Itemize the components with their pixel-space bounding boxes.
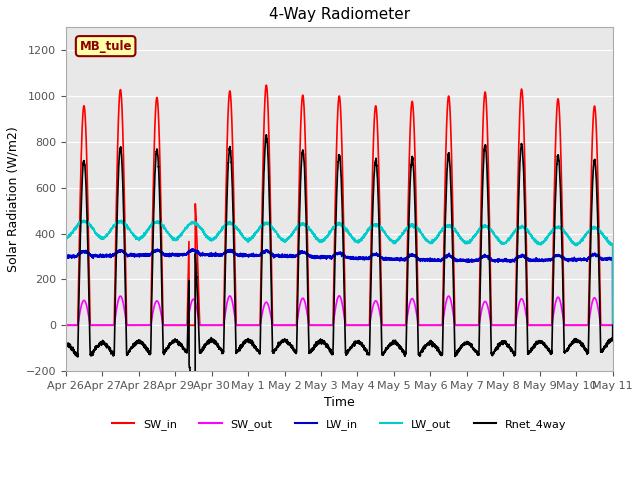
LW_out (608, 242, 616, 248)
LW_in (462, 257, 470, 263)
LW_in (493, 258, 500, 264)
SW_in (62, 323, 70, 328)
Line: SW_in: SW_in (66, 85, 612, 325)
SW_out (462, 323, 470, 328)
Legend: SW_in, SW_out, LW_in, LW_out, Rnet_4way: SW_in, SW_out, LW_in, LW_out, Rnet_4way (108, 415, 571, 434)
LW_out (62, 236, 70, 242)
Y-axis label: Solar Radiation (W/m2): Solar Radiation (W/m2) (7, 126, 20, 272)
SW_out (432, 323, 440, 328)
LW_out (319, 239, 326, 244)
Rnet_4way (190, 377, 198, 383)
LW_in (319, 255, 326, 261)
LW_in (62, 254, 70, 260)
SW_out (62, 323, 70, 328)
SW_in (608, 323, 616, 328)
Rnet_4way (160, 352, 168, 358)
Rnet_4way (262, 132, 270, 138)
SW_out (319, 323, 326, 328)
SW_in (609, 323, 616, 328)
SW_in (493, 323, 500, 328)
SW_in (319, 323, 326, 328)
Line: Rnet_4way: Rnet_4way (66, 135, 612, 380)
SW_out (160, 323, 168, 328)
LW_in (160, 252, 168, 257)
Rnet_4way (432, 343, 440, 348)
LW_out (609, 323, 616, 328)
X-axis label: Time: Time (324, 396, 355, 409)
Title: 4-Way Radiometer: 4-Way Radiometer (269, 7, 410, 22)
LW_in (432, 257, 440, 263)
Rnet_4way (493, 345, 501, 351)
LW_in (189, 246, 196, 252)
SW_out (608, 323, 616, 328)
Rnet_4way (462, 341, 470, 347)
Rnet_4way (62, 341, 70, 347)
Line: LW_in: LW_in (66, 249, 612, 325)
Text: MB_tule: MB_tule (79, 40, 132, 53)
SW_in (432, 323, 440, 328)
Rnet_4way (609, 337, 616, 343)
SW_out (609, 323, 616, 328)
SW_out (493, 323, 500, 328)
Rnet_4way (609, 323, 616, 328)
Rnet_4way (319, 337, 327, 343)
SW_in (462, 323, 470, 328)
SW_in (262, 82, 270, 88)
LW_out (462, 239, 470, 244)
SW_out (335, 293, 343, 299)
LW_out (432, 236, 440, 241)
LW_out (160, 226, 168, 232)
Line: LW_out: LW_out (66, 220, 612, 325)
LW_out (80, 217, 88, 223)
LW_out (493, 234, 500, 240)
LW_in (609, 323, 616, 328)
SW_in (160, 323, 168, 328)
Line: SW_out: SW_out (66, 296, 612, 325)
LW_in (608, 255, 616, 261)
